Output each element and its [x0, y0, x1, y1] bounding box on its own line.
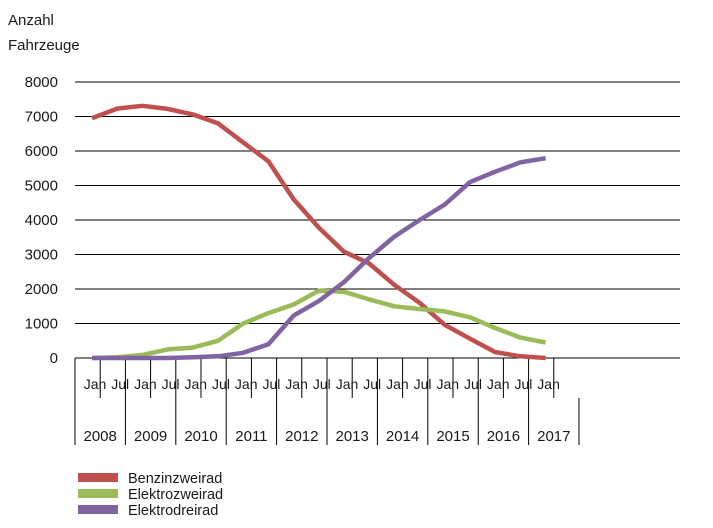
x-axis: Jan Jul Jan Jul Jan Jul Jan Jul Jan Jul Jan Jul Jan J…: [74, 358, 580, 445]
legend-label: Benzinzweirad: [128, 471, 222, 487]
x-tick-label: Jan: [185, 376, 208, 392]
year-label: 2009: [134, 428, 167, 445]
legend-swatch: [78, 489, 118, 498]
series-lines: [91, 103, 547, 361]
x-tick-label: Jan: [437, 376, 460, 392]
year-label: 2011: [235, 428, 267, 445]
x-tick-label: Jul: [212, 376, 230, 392]
y-axis-title-line1: Anzahl: [8, 12, 54, 29]
y-tick-label: 7000: [25, 109, 58, 126]
year-label: 2013: [336, 428, 369, 445]
y-tick-label: 3000: [25, 247, 58, 264]
legend: BenzinzweiradElektrozweiradElektrodreira…: [78, 471, 223, 519]
x-tick-label: Jul: [464, 376, 482, 392]
gridlines: [75, 81, 680, 359]
y-tick-label: 6000: [25, 143, 58, 160]
y-tick-label: 0: [50, 350, 58, 367]
y-tick-label: 4000: [25, 212, 58, 229]
x-tick-label: Jan: [336, 376, 359, 392]
y-tick-label: 1000: [25, 316, 58, 333]
x-tick-label: Jan: [134, 376, 157, 392]
x-tick-label: Jan: [386, 376, 409, 392]
x-tick-label: Jul: [414, 376, 432, 392]
series-line-elektrodreirad: [92, 155, 546, 361]
year-label: 2008: [84, 428, 117, 445]
x-tick-label: Jan: [235, 376, 258, 392]
legend-swatch: [78, 505, 118, 514]
year-label: 2014: [386, 428, 419, 445]
y-tick-label: 2000: [25, 281, 58, 298]
year-label: 2016: [487, 428, 520, 445]
x-tick-label: Jul: [262, 376, 280, 392]
year-label: 2010: [184, 428, 217, 445]
y-tick-label: 8000: [25, 74, 58, 91]
x-tick-label: Jan: [285, 376, 308, 392]
year-label: 2015: [436, 428, 469, 445]
y-axis-title-line2: Fahrzeuge: [8, 37, 80, 54]
x-tick-label: Jan: [487, 376, 510, 392]
legend-label: Elektrodreirad: [128, 503, 218, 519]
legend-label: Elektrozweirad: [128, 487, 223, 503]
y-axis-tick-labels: 0 1000 2000 3000 4000 5000 6000 7000 8000: [25, 74, 58, 367]
legend-swatch: [78, 473, 118, 482]
series-line-elektrozweirad: [91, 288, 547, 361]
x-tick-label: Jul: [313, 376, 331, 392]
x-tick-label: Jul: [514, 376, 532, 392]
year-label: 2012: [285, 428, 318, 445]
x-tick-label: Jan: [84, 376, 107, 392]
series-line-benzinzweirad: [91, 103, 546, 361]
year-label: 2017: [537, 428, 570, 445]
x-tick-label: Jul: [363, 376, 381, 392]
y-tick-label: 5000: [25, 178, 58, 195]
x-tick-label: Jul: [111, 376, 129, 392]
x-tick-label: Jul: [162, 376, 180, 392]
x-tick-label: Jan: [537, 376, 560, 392]
